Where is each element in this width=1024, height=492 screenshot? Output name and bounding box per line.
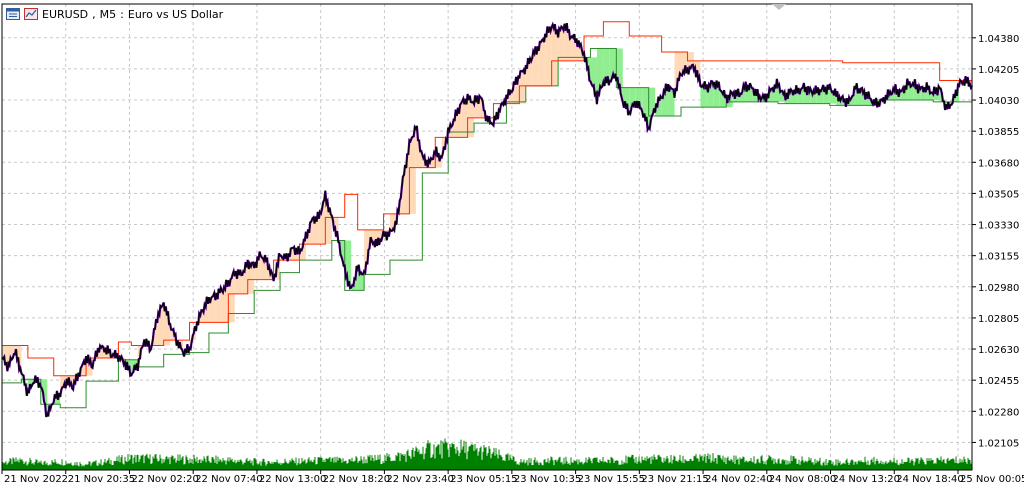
grid	[1, 4, 972, 470]
bull-band-segment	[344, 240, 352, 291]
chart-header: EURUSD, M5: Euro vs US Dollar	[6, 7, 223, 21]
bull-band-segment	[609, 48, 617, 81]
x-tick-label: 23 Nov 21:15	[641, 474, 708, 485]
x-tick-label: 23 Nov 15:55	[578, 474, 645, 485]
x-tick-label: 21 Nov 20:35	[68, 474, 135, 485]
y-tick-label: 1.03855	[978, 127, 1019, 138]
scroll-marker-icon[interactable]	[772, 4, 786, 10]
bear-band-segment	[409, 126, 416, 214]
indicator-band	[2, 21, 973, 417]
y-tick-label: 1.02280	[978, 407, 1019, 418]
timeframe-separator: :	[120, 7, 124, 21]
y-tick-label: 1.02980	[978, 283, 1019, 294]
chart-symbol: EURUSD	[42, 7, 89, 21]
y-tick-label: 1.03155	[978, 252, 1019, 263]
x-tick-label: 24 Nov 08:00	[769, 474, 836, 485]
bear-band-segment	[312, 217, 319, 245]
x-tick-label: 25 Nov 00:05	[960, 474, 1024, 485]
bear-band-segment	[163, 302, 171, 346]
bear-band-segment	[525, 55, 533, 86]
x-tick-label: 22 Nov 18:20	[323, 474, 390, 485]
y-tick-label: 1.03330	[978, 221, 1019, 232]
x-tick-label: 23 Nov 05:15	[450, 474, 517, 485]
bear-band-segment	[390, 213, 397, 234]
bear-band-segment	[461, 98, 468, 138]
bear-band-segment	[402, 144, 410, 214]
y-tick-label: 1.03680	[978, 158, 1019, 169]
bear-band-segment	[247, 263, 255, 294]
y-tick-label: 1.02455	[978, 376, 1019, 387]
y-tick-label: 1.02805	[978, 314, 1019, 325]
chart-window-icon[interactable]	[6, 8, 20, 20]
bull-band-segment	[907, 84, 914, 101]
x-tick-label: 24 Nov 02:40	[705, 474, 772, 485]
bear-band-segment	[551, 25, 559, 86]
bear-band-segment	[674, 52, 681, 93]
chart-description: Euro vs US Dollar	[127, 7, 224, 21]
y-tick-label: 1.04205	[978, 65, 1019, 76]
bear-band-segment	[241, 263, 248, 294]
band-upper-line	[2, 21, 972, 377]
chart-timeframe: M5	[99, 7, 117, 21]
price-series	[1, 21, 973, 418]
x-tick-label: 22 Nov 23:40	[386, 474, 453, 485]
price-line-shadow	[1, 21, 973, 418]
bear-band-segment	[558, 25, 565, 61]
y-tick-label: 1.04030	[978, 96, 1019, 107]
y-tick-label: 1.02630	[978, 345, 1019, 356]
x-tick-label: 24 Nov 13:20	[833, 474, 900, 485]
y-tick-label: 1.02105	[978, 438, 1019, 449]
bear-band-segment	[545, 25, 552, 86]
bear-band-segment	[538, 36, 546, 86]
chart-type-icon[interactable]	[24, 8, 38, 20]
bear-band-segment	[318, 196, 326, 245]
bull-band-segment	[700, 84, 707, 108]
symbol-separator: ,	[92, 7, 96, 21]
price-line	[1, 23, 973, 418]
x-tick-label: 22 Nov 13:00	[259, 474, 326, 485]
x-tick-label: 22 Nov 02:20	[131, 474, 198, 485]
bear-band-segment	[202, 299, 209, 323]
x-tick-label: 24 Nov 18:40	[896, 474, 963, 485]
bear-band-segment	[2, 345, 9, 367]
x-tick-label: 23 Nov 10:35	[514, 474, 581, 485]
bear-band-segment	[532, 46, 539, 86]
bull-band-segment	[661, 85, 669, 117]
bear-band-segment	[325, 196, 332, 245]
plot-frame	[1, 3, 973, 471]
y-tick-label: 1.04380	[978, 34, 1019, 45]
y-tick-label: 1.03505	[978, 189, 1019, 200]
bull-band-segment	[590, 57, 597, 99]
bull-band-segment	[603, 48, 610, 83]
x-tick-label: 21 Nov 2022	[4, 474, 68, 485]
axes: 1.04380 1.04205 1.04030 1.03855 1.03680 1.035…	[1, 3, 1024, 485]
volume-histogram	[1, 438, 972, 470]
x-tick-label: 22 Nov 07:40	[195, 474, 262, 485]
